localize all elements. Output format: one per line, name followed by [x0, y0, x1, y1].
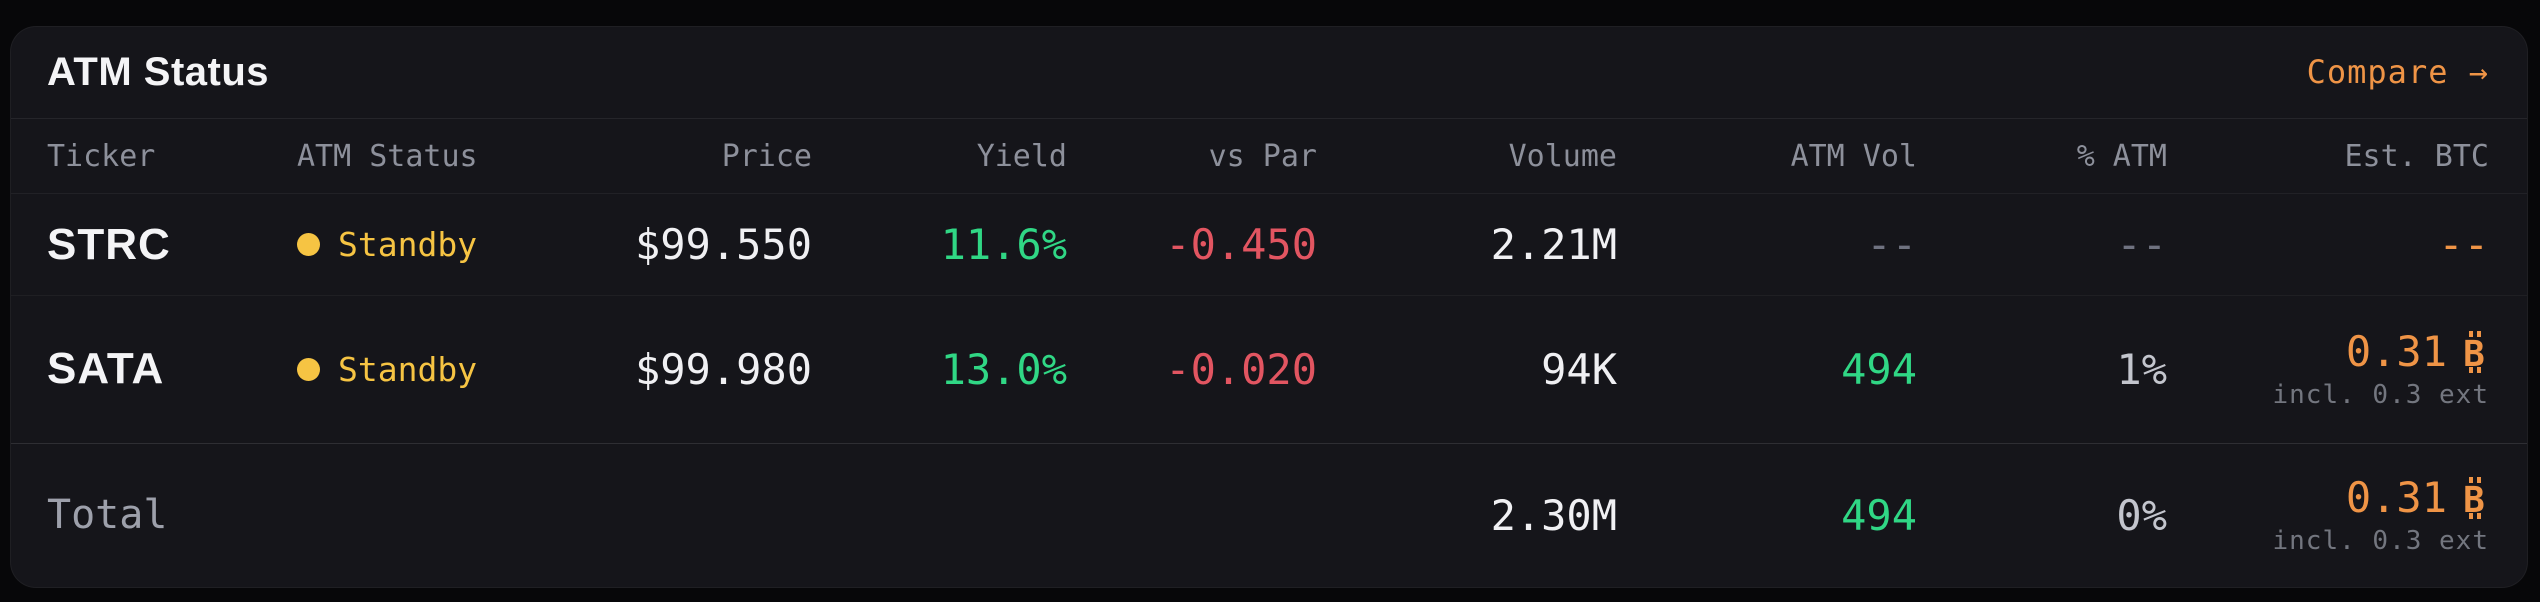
yield-cell: 13.0%: [940, 344, 1067, 394]
svg-text:B: B: [2463, 334, 2485, 374]
pct-atm-cell: 0%: [2116, 490, 2167, 540]
status-cell: Standby: [297, 225, 547, 264]
atm-vol-cell: 494: [1841, 344, 1917, 394]
est-btc-value: 0.31: [2345, 326, 2447, 376]
status-label: Standby: [338, 225, 478, 265]
status-dot-icon: [297, 357, 320, 381]
column-header-vs-par: vs Par: [1208, 138, 1317, 174]
page-title: ATM Status: [47, 49, 270, 94]
column-header-ticker: Ticker: [47, 138, 156, 174]
card-header: ATM Status Compare →: [11, 27, 2527, 119]
column-header-price: Price: [721, 138, 812, 174]
compare-link[interactable]: Compare →: [2306, 53, 2489, 92]
est-btc-cell: --: [2438, 220, 2489, 270]
vs-par-cell: -0.450: [1165, 220, 1317, 270]
est-btc-cell: 0.31 B incl. 0.3 ext: [2167, 326, 2489, 411]
column-header-yield: Yield: [976, 138, 1067, 174]
vs-par-cell: -0.020: [1165, 344, 1317, 394]
atm-status-card: ATM Status Compare → Ticker ATM Status P…: [10, 26, 2528, 588]
est-btc-value: 0.31: [2345, 472, 2447, 522]
est-btc-cell: 0.31 B incl. 0.3 ext: [2167, 472, 2489, 557]
column-header-est-btc: Est. BTC: [2344, 138, 2490, 174]
btc-icon: B: [2463, 476, 2485, 520]
status-label: Standby: [338, 349, 478, 389]
table-row-sata: SATA Standby $99.980 13.0% -0.020 94K 49…: [11, 295, 2527, 442]
est-btc-subtext: incl. 0.3 ext: [2272, 380, 2489, 411]
ticker-cell: SATA: [47, 344, 165, 394]
pct-atm-cell: 1%: [2116, 344, 2167, 394]
pct-atm-cell: --: [2116, 220, 2167, 270]
ticker-cell: STRC: [47, 219, 171, 269]
atm-vol-cell: --: [1866, 220, 1917, 270]
total-label: Total: [47, 492, 168, 539]
price-cell: $99.550: [634, 220, 812, 270]
price-cell: $99.980: [634, 344, 812, 394]
status-dot-icon: [297, 233, 320, 257]
est-btc-subtext: incl. 0.3 ext: [2272, 526, 2489, 557]
column-header-atm-status: ATM Status: [297, 138, 478, 174]
yield-cell: 11.6%: [940, 220, 1067, 270]
volume-cell: 2.21M: [1490, 220, 1617, 270]
column-header-volume: Volume: [1508, 138, 1617, 174]
svg-text:B: B: [2463, 480, 2485, 520]
volume-cell: 2.30M: [1490, 490, 1617, 540]
table-header-row: Ticker ATM Status Price Yield vs Par Vol…: [11, 119, 2527, 195]
table-row-strc: STRC Standby $99.550 11.6% -0.450 2.21M …: [11, 194, 2527, 295]
table-row-total: Total 2.30M 494 0% 0.31 B incl. 0.3 ext: [11, 442, 2527, 587]
atm-vol-cell: 494: [1841, 490, 1917, 540]
volume-cell: 94K: [1541, 344, 1617, 394]
status-cell: Standby: [297, 350, 547, 389]
column-header-pct-atm: % ATM: [2076, 138, 2167, 174]
column-header-atm-vol: ATM Vol: [1790, 138, 1917, 174]
btc-icon: B: [2463, 330, 2485, 374]
